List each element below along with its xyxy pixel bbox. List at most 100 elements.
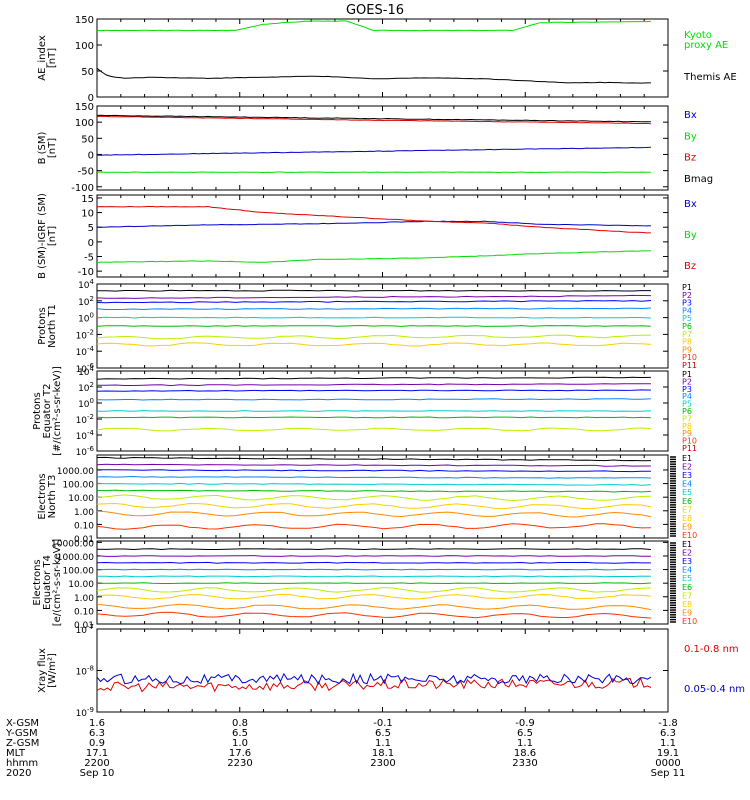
legend-item: P3: [682, 299, 692, 308]
y-axis-label: [nT]: [47, 48, 58, 68]
series-e2: [96, 555, 651, 557]
y-tick-label: 1000.00: [57, 467, 94, 477]
y-tick-label: 150: [75, 102, 94, 113]
series-0-05-0-4-nm: [96, 672, 652, 685]
legend-item: E10: [682, 531, 697, 540]
legend-item: Bmag: [684, 174, 713, 185]
y-axis-label: North T1: [47, 304, 58, 348]
ephemeris-value: 0.9: [89, 738, 105, 749]
series-0-1-0-8-nm: [96, 676, 652, 693]
series-bmag: [96, 114, 651, 123]
y-tick-label: -5: [84, 253, 94, 264]
series-by: [96, 171, 651, 174]
legend-item: E4: [682, 566, 692, 575]
legend-item: E5: [682, 574, 692, 583]
ephemeris-label: Z-GSM: [6, 738, 39, 749]
y-axis-label: [nT]: [47, 138, 58, 158]
legend-item: By: [684, 131, 697, 142]
y-tick-label: 10-9: [76, 706, 94, 719]
legend-item: E1: [682, 454, 692, 463]
y-tick-label: 10-4: [76, 345, 95, 358]
y-tick-label: 100: [75, 41, 94, 52]
legend-item: E2: [682, 549, 692, 558]
series-bx: [96, 220, 651, 228]
y-tick-label: 0.10: [74, 521, 94, 531]
series-p6: [96, 325, 651, 327]
series-p7: [96, 427, 651, 432]
series-p3: [96, 389, 651, 392]
legend-item: P10: [682, 353, 697, 362]
ephemeris-value: 2300: [370, 758, 395, 769]
y-tick-label: 15: [81, 194, 94, 205]
ephemeris-label: X-GSM: [6, 718, 39, 729]
ephemeris-value: 1.1: [375, 738, 391, 749]
legend-item: Bx: [684, 199, 697, 210]
ephemeris-value: 1.1: [660, 738, 676, 749]
series-p5: [97, 410, 651, 412]
legend-item: P2: [682, 377, 692, 386]
y-tick-label: 100.00: [63, 567, 95, 577]
ephemeris-value: 6.3: [89, 728, 105, 739]
series-p1: [96, 376, 651, 380]
y-tick-label: 0: [88, 238, 94, 249]
ephemeris-value: 0000: [655, 758, 680, 769]
y-tick-label: 10-8: [76, 665, 94, 678]
series-p2: [96, 294, 651, 299]
y-tick-label: 10000.00: [51, 539, 94, 549]
legend-item: E7: [682, 505, 692, 514]
panel-pet2: 104 102 100 10-2 10-4 10-6 Protons Equator T2 [#…: [32, 365, 697, 458]
legend-item: P6: [682, 322, 692, 331]
y-tick-label: 104: [78, 365, 94, 378]
y-axis-label: North T3: [47, 475, 58, 519]
y-tick-label: 100: [78, 397, 94, 410]
y-tick-label: 0.01: [74, 535, 94, 545]
ephemeris-value: 2230: [227, 758, 252, 769]
y-tick-label: 10.00: [68, 580, 94, 590]
y-axis-label: [W/m²]: [47, 653, 58, 688]
y-tick-label: 1.00: [74, 594, 94, 604]
ephemeris-value: Sep 10: [80, 768, 115, 779]
ephemeris-value: 18.1: [372, 748, 394, 759]
series-e9: [96, 603, 651, 611]
ephemeris-value: -0.9: [515, 718, 535, 729]
y-axis-label: B (SM)-IGRF (SM): [37, 193, 48, 279]
ephemeris-label: Y-GSM: [5, 728, 38, 739]
series-e9: [96, 510, 651, 518]
y-tick-label: 0.01: [74, 621, 94, 631]
series-e8: [96, 502, 651, 510]
y-tick-label: -50: [78, 167, 94, 178]
legend-item: P7: [682, 330, 692, 339]
legend-item: Bz: [684, 153, 696, 164]
series-p6: [96, 416, 651, 419]
ephemeris-value: Sep 11: [651, 768, 686, 779]
legend-item: Bz: [684, 261, 696, 272]
series-e2: [96, 463, 651, 467]
y-tick-label: 1000.00: [57, 553, 94, 563]
y-tick-label: 5: [88, 223, 94, 234]
y-tick-label: 1.00: [74, 508, 94, 518]
series-e3: [96, 561, 651, 564]
y-axis-label: Equator T4: [42, 555, 53, 610]
panel-ent3: 1000.00 100.00 10.00 1.00 0.10 0.01 Electrons N…: [37, 454, 697, 545]
plot-title: GOES-16: [346, 3, 404, 18]
y-tick-label: 0: [88, 93, 94, 104]
panel-bsm: -100 -50 0 50 100 150 B (SM) [nT] Bx By Bz Bmag: [37, 102, 713, 194]
series-e10: [96, 523, 651, 530]
legend-item: Bx: [684, 110, 697, 121]
series-bz: [96, 205, 651, 234]
legend-item: E6: [682, 497, 692, 506]
y-tick-label: 10-2: [76, 328, 94, 341]
legend-item: P4: [682, 306, 692, 315]
series-p2: [97, 383, 651, 387]
panel-xray: 10-7 10-8 10-9 Xray flux [W/m²] 0.1-0.8 nm 0.0…: [37, 623, 745, 719]
y-tick-label: 0.10: [74, 607, 94, 617]
y-tick-label: 10-6: [76, 445, 95, 458]
y-tick-label: 150: [75, 15, 94, 26]
legend-item: P8: [682, 422, 692, 431]
legend-item: P5: [682, 314, 692, 323]
legend-item: P9: [682, 429, 692, 438]
panel-frame: [96, 540, 669, 625]
y-tick-label: 0: [88, 150, 94, 161]
